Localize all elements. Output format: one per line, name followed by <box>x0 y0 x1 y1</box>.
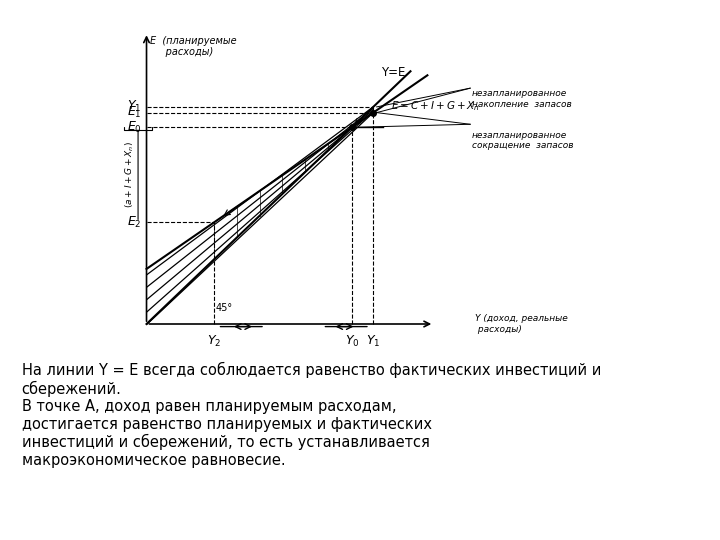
Text: $(a+I+G+X_n)$: $(a+I+G+X_n)$ <box>123 141 136 208</box>
Text: $E_2$: $E_2$ <box>127 215 141 230</box>
Text: На линии Y = E всегда соблюдается равенство фактических инвестиций и
сбережений.: На линии Y = E всегда соблюдается равенс… <box>22 362 601 468</box>
Text: Y=E: Y=E <box>382 66 406 79</box>
Text: незапланированное
накопление  запасов: незапланированное накопление запасов <box>472 89 572 109</box>
Text: $Y_2$: $Y_2$ <box>207 334 221 349</box>
Text: $E=C+I+G+X_n$: $E=C+I+G+X_n$ <box>390 99 480 112</box>
Text: Y (доход, реальные
 расходы): Y (доход, реальные расходы) <box>475 314 568 334</box>
Text: $Y_0$: $Y_0$ <box>345 334 359 349</box>
Text: незапланированное
сокращение  запасов: незапланированное сокращение запасов <box>472 131 573 150</box>
Text: E  (планируемые
     расходы): E (планируемые расходы) <box>150 36 237 57</box>
Text: $Y_1$: $Y_1$ <box>127 99 141 114</box>
Text: $E_0$: $E_0$ <box>127 120 141 135</box>
Text: $E_1$: $E_1$ <box>127 105 141 120</box>
Text: 45°: 45° <box>216 302 233 313</box>
Text: $Y_1$: $Y_1$ <box>366 334 380 349</box>
